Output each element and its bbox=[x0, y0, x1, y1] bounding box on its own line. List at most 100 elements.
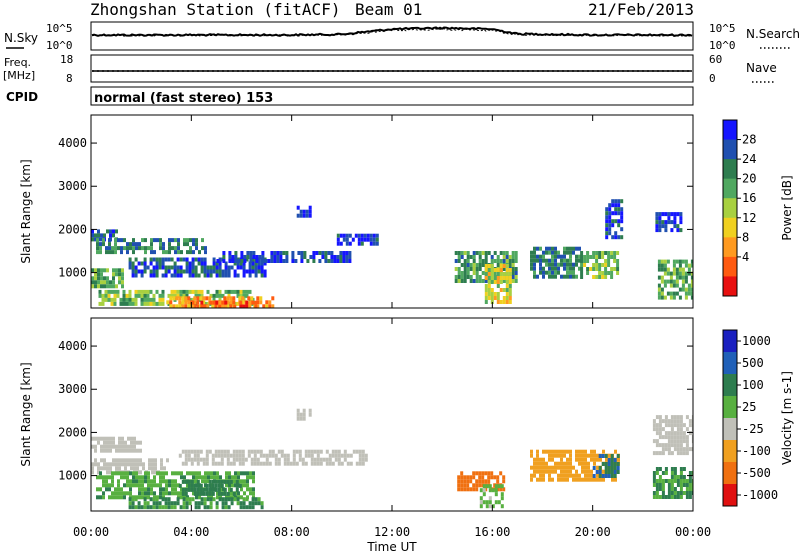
power-echo-cell bbox=[203, 273, 207, 278]
velocity-echo-cell bbox=[274, 461, 278, 466]
velocity-echo-cell bbox=[604, 454, 608, 458]
power-echo-cell bbox=[191, 304, 195, 308]
power-echo-cell bbox=[616, 259, 620, 263]
velocity-echo-cell bbox=[566, 465, 569, 470]
velocity-echo-cell bbox=[159, 471, 162, 476]
velocity-echo-cell bbox=[211, 491, 215, 496]
velocity-echo-cell bbox=[126, 491, 129, 496]
power-echo-cell bbox=[147, 246, 150, 251]
power-echo-cell bbox=[97, 276, 100, 281]
power-echo-cell bbox=[94, 237, 97, 242]
power-echo-cell bbox=[161, 261, 165, 266]
velocity-echo-cell bbox=[584, 453, 587, 458]
power-echo-cell bbox=[657, 295, 661, 300]
velocity-echo-cell bbox=[691, 423, 693, 428]
power-echo-cell bbox=[254, 265, 258, 270]
power-echo-cell bbox=[669, 271, 673, 276]
velocity-echo-cell bbox=[482, 484, 486, 489]
power-echo-cell bbox=[457, 267, 461, 271]
power-echo-cell bbox=[131, 273, 135, 278]
velocity-echo-cell bbox=[226, 449, 230, 454]
velocity-echo-cell bbox=[289, 461, 293, 466]
power-echo-cell bbox=[490, 288, 494, 292]
velocity-echo-cell bbox=[328, 457, 332, 462]
velocity-echo-cell bbox=[219, 475, 222, 480]
power-echo-cell bbox=[94, 284, 97, 289]
power-echo-cell bbox=[620, 227, 624, 232]
velocity-echo-cell bbox=[109, 470, 112, 475]
power-echo-cell bbox=[508, 268, 512, 272]
velocity-echo-cell bbox=[108, 495, 111, 500]
velocity-echo-cell bbox=[154, 458, 157, 463]
power-echo-cell bbox=[161, 293, 165, 298]
velocity-echo-cell bbox=[494, 500, 498, 505]
power-echo-cell bbox=[569, 258, 572, 263]
power-echo-cell bbox=[687, 263, 691, 268]
power-echo-cell bbox=[150, 246, 153, 251]
power-echo-cell bbox=[598, 275, 602, 279]
power-echo-cell bbox=[589, 255, 593, 259]
power-echo-cell bbox=[276, 259, 280, 263]
power-echo-cell bbox=[131, 261, 135, 266]
power-echo-cell bbox=[149, 261, 153, 266]
power-echo-cell bbox=[678, 267, 682, 272]
power-echo-cell bbox=[161, 273, 165, 278]
power-echo-cell bbox=[309, 255, 313, 259]
velocity-echo-cell bbox=[488, 496, 492, 501]
velocity-echo-cell bbox=[197, 501, 201, 506]
velocity-echo-cell bbox=[170, 505, 174, 510]
power-echo-cell bbox=[511, 251, 515, 255]
velocity-echo-cell bbox=[121, 448, 124, 453]
velocity-echo-cell bbox=[146, 501, 150, 506]
velocity-echo-cell bbox=[180, 495, 183, 500]
power-echo-cell bbox=[336, 259, 340, 263]
velocity-echo-cell bbox=[147, 491, 150, 496]
velocity-echo-cell bbox=[147, 483, 150, 488]
power-echo-cell bbox=[100, 272, 103, 277]
velocity-echo-cell bbox=[106, 444, 109, 449]
power-echo-cell bbox=[542, 250, 545, 255]
power-echo-cell bbox=[228, 259, 232, 263]
power-echo-cell bbox=[115, 272, 118, 277]
velocity-echo-cell bbox=[542, 457, 545, 462]
velocity-echo-cell bbox=[355, 461, 359, 466]
velocity-echo-cell bbox=[136, 458, 139, 463]
power-echo-cell bbox=[366, 237, 370, 242]
velocity-echo-cell bbox=[133, 458, 136, 463]
power-echo-cell bbox=[608, 231, 612, 236]
power-echo-cell bbox=[119, 297, 123, 302]
power-echo-cell bbox=[613, 251, 617, 255]
power-echo-cell bbox=[206, 273, 210, 278]
velocity-echo-cell bbox=[181, 479, 185, 484]
power-echo-cell bbox=[658, 228, 662, 233]
power-echo-cell bbox=[182, 269, 186, 274]
power-y-tick-label: 1000 bbox=[58, 266, 87, 280]
power-echo-region bbox=[216, 251, 352, 263]
power-echo-cell bbox=[137, 293, 141, 298]
velocity-echo-cell bbox=[133, 466, 136, 471]
power-echo-cell bbox=[129, 242, 132, 247]
power-echo-cell bbox=[194, 273, 198, 278]
velocity-echo-cell bbox=[154, 462, 157, 467]
power-echo-cell bbox=[660, 259, 664, 264]
power-echo-cell bbox=[123, 238, 126, 243]
power-echo-cell bbox=[206, 265, 210, 270]
power-echo-cell bbox=[221, 300, 225, 305]
power-echo-cell bbox=[99, 246, 102, 251]
velocity-echo-cell bbox=[304, 461, 308, 466]
velocity-echo-region bbox=[178, 449, 368, 466]
power-echo-cell bbox=[134, 257, 138, 262]
velocity-echo-cell bbox=[220, 479, 224, 484]
velocity-echo-cell bbox=[581, 465, 584, 470]
velocity-echo-cell bbox=[118, 444, 121, 449]
power-echo-cell bbox=[256, 296, 260, 301]
velocity-echo-cell bbox=[682, 491, 686, 495]
velocity-echo-cell bbox=[670, 431, 674, 436]
velocity-echo-cell bbox=[252, 479, 255, 484]
power-echo-cell bbox=[499, 251, 503, 255]
velocity-echo-cell bbox=[160, 466, 163, 471]
power-echo-region bbox=[605, 199, 624, 240]
power-echo-cell bbox=[566, 270, 569, 275]
velocity-echo-cell bbox=[274, 453, 278, 458]
velocity-echo-cell bbox=[533, 469, 536, 474]
